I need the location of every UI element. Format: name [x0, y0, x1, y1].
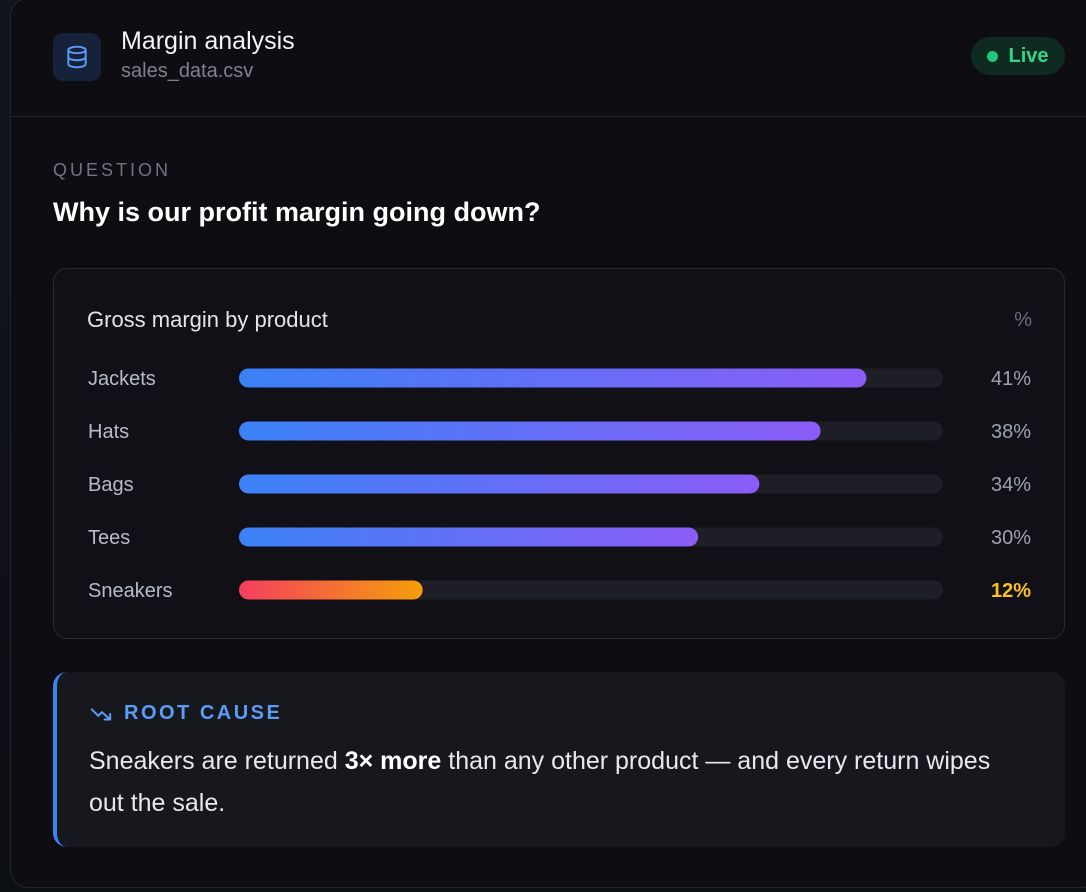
root-cause-text-before: Sneakers are returned	[89, 747, 345, 775]
root-cause-text-after: than any other product — and every retur…	[89, 747, 991, 817]
root-cause-text: Sneakers are returned 3× more than any o…	[89, 740, 1029, 824]
root-cause-card: ROOT CAUSE Sneakers are returned 3× more…	[53, 672, 1065, 847]
root-cause-text-bold: 3× more	[344, 747, 442, 775]
margin-chart: Gross margin by product % Jackets 41% Hats…	[53, 268, 1065, 639]
category-label: Jackets	[88, 368, 156, 390]
live-status-badge: Live	[971, 37, 1065, 75]
bar-sneakers	[239, 580, 423, 600]
value-label: 41%	[991, 368, 1031, 390]
category-label: Tees	[88, 527, 130, 549]
category-label: Sneakers	[88, 580, 173, 602]
value-label: 34%	[991, 474, 1031, 496]
trending-down-icon	[90, 707, 112, 721]
question-label: QUESTION	[53, 160, 172, 180]
bar-jackets	[239, 368, 867, 388]
bar-tees	[239, 527, 699, 547]
live-status-text: Live	[1008, 44, 1049, 67]
chart-unit-label: %	[1014, 309, 1032, 331]
bar-hats	[239, 421, 821, 441]
card-header: Margin analysis sales_data.csv Live	[11, 0, 1086, 117]
database-icon	[53, 33, 101, 81]
root-cause-header: ROOT CAUSE	[90, 702, 282, 725]
question-text: Why is our profit margin going down?	[53, 197, 541, 227]
file-name: sales_data.csv	[121, 60, 254, 82]
root-cause-label: ROOT CAUSE	[124, 702, 283, 724]
live-dot-icon	[987, 50, 999, 62]
analysis-card: Margin analysis sales_data.csv Live QUES…	[10, 0, 1086, 888]
card-title: Margin analysis	[121, 27, 295, 55]
category-label: Bags	[88, 474, 134, 496]
bar-chart-svg: Jackets 41% Hats 38% Bags 34% Tees 30% Sneakers 1…	[88, 368, 1031, 602]
value-label: 12%	[991, 580, 1031, 602]
bar-bags	[239, 474, 760, 494]
category-label: Hats	[88, 421, 129, 443]
value-label: 38%	[991, 421, 1031, 443]
chart-title: Gross margin by product	[87, 307, 328, 332]
value-label: 30%	[991, 527, 1031, 549]
